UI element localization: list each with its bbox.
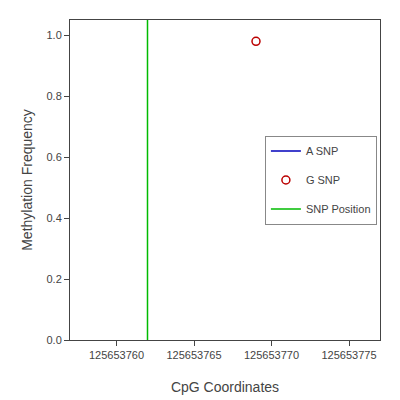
svg-text:Methylation Frequency: Methylation Frequency [19,109,35,251]
svg-text:125653760: 125653760 [89,349,144,361]
svg-text:A SNP: A SNP [306,145,338,157]
svg-text:0.4: 0.4 [47,212,62,224]
svg-text:0.6: 0.6 [47,151,62,163]
svg-text:CpG Coordinates: CpG Coordinates [171,379,279,395]
svg-text:125653775: 125653775 [321,349,376,361]
svg-text:0.2: 0.2 [47,273,62,285]
svg-text:125653765: 125653765 [166,349,221,361]
svg-text:G SNP: G SNP [306,174,340,186]
svg-text:0.0: 0.0 [47,334,62,346]
svg-text:1.0: 1.0 [47,29,62,41]
svg-text:125653770: 125653770 [244,349,299,361]
svg-text:SNP Position: SNP Position [306,203,371,215]
svg-text:0.8: 0.8 [47,90,62,102]
